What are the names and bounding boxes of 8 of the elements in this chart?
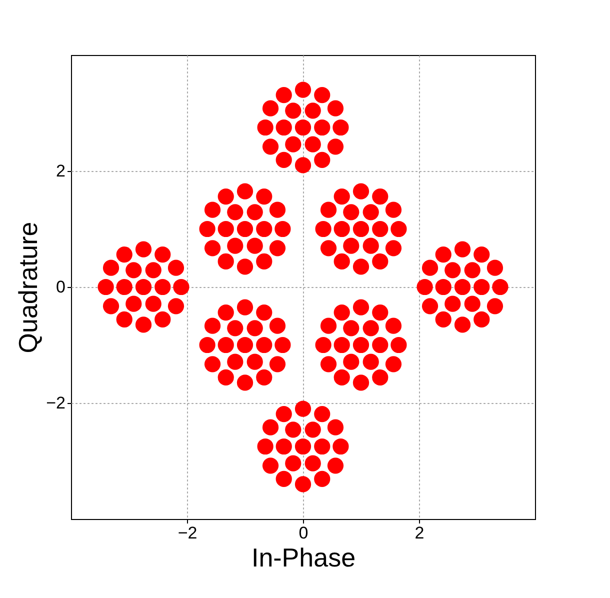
- y-tick-label: 0: [56, 278, 66, 296]
- y-tick-label: 2: [56, 162, 66, 180]
- y-axis-title: Quadrature: [13, 222, 44, 354]
- x-tick-label: 2: [414, 524, 424, 542]
- y-tick-label: −2: [46, 394, 66, 412]
- x-tick-label: 0: [298, 524, 308, 542]
- x-axis-title: In-Phase: [251, 542, 356, 572]
- x-tick-label: −2: [178, 524, 198, 542]
